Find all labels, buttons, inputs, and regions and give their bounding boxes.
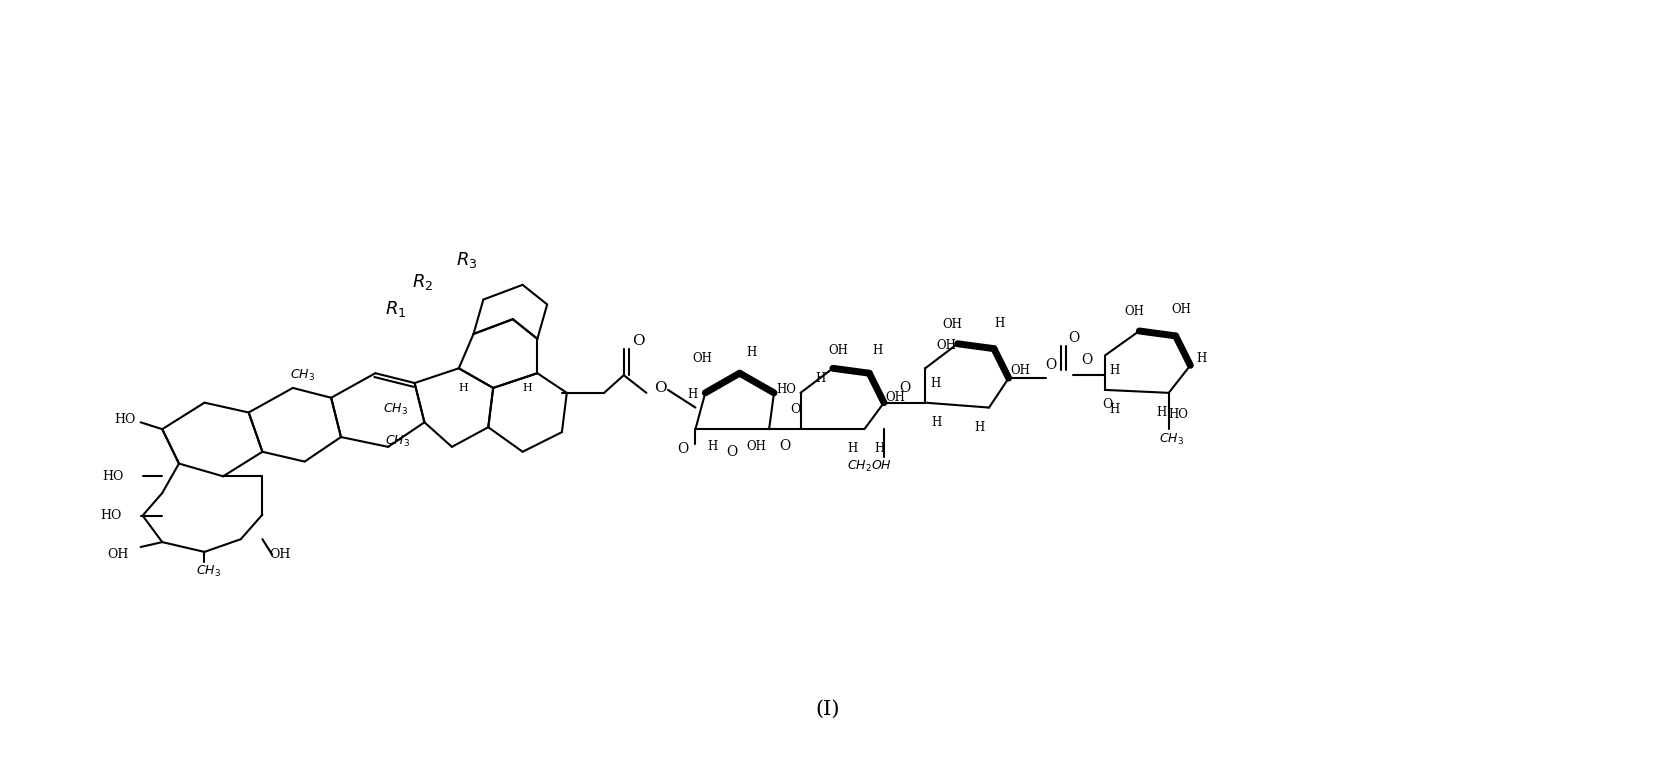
Text: H: H: [873, 442, 885, 455]
Text: H: H: [815, 371, 825, 384]
Text: H: H: [1196, 352, 1206, 365]
Text: H: H: [1157, 406, 1167, 419]
Text: H: H: [688, 388, 698, 401]
Text: OH: OH: [693, 352, 713, 365]
Text: $CH_3$: $CH_3$: [383, 402, 409, 417]
Text: $CH_3$: $CH_3$: [290, 368, 315, 383]
Text: HO: HO: [1168, 408, 1188, 421]
Text: O: O: [900, 381, 910, 395]
Text: H: H: [974, 421, 984, 434]
Text: OH: OH: [943, 318, 963, 331]
Text: H: H: [708, 441, 717, 454]
Text: OH: OH: [886, 391, 906, 404]
Text: O: O: [1102, 398, 1114, 411]
Text: H: H: [872, 344, 882, 357]
Text: OH: OH: [936, 339, 956, 352]
Text: OH: OH: [1125, 305, 1145, 318]
Text: $CH_3$: $CH_3$: [386, 434, 411, 450]
Text: $CH_3$: $CH_3$: [196, 564, 220, 579]
Text: OH: OH: [746, 441, 766, 454]
Text: H: H: [847, 442, 858, 455]
Text: $R_3$: $R_3$: [456, 250, 477, 270]
Text: $R_2$: $R_2$: [413, 272, 432, 292]
Text: O: O: [790, 403, 800, 416]
Text: H: H: [459, 383, 469, 393]
Text: O: O: [726, 444, 737, 459]
Text: $CH_3$: $CH_3$: [1160, 431, 1185, 447]
Text: OH: OH: [270, 548, 290, 561]
Text: OH: OH: [1011, 364, 1031, 377]
Text: O: O: [1082, 354, 1094, 368]
Text: OH: OH: [1171, 303, 1191, 316]
Text: H: H: [930, 377, 940, 390]
Text: $R_1$: $R_1$: [386, 299, 406, 319]
Text: H: H: [1110, 403, 1120, 416]
Text: O: O: [779, 439, 790, 453]
Text: O: O: [1046, 358, 1057, 372]
Text: H: H: [522, 383, 532, 393]
Text: O: O: [1067, 331, 1079, 345]
Text: H: H: [1110, 364, 1120, 377]
Text: OH: OH: [108, 548, 129, 561]
Text: HO: HO: [103, 470, 124, 483]
Text: $CH_2OH$: $CH_2OH$: [847, 459, 891, 474]
Text: O: O: [655, 381, 666, 395]
Text: HO: HO: [114, 413, 136, 426]
Text: (I): (I): [815, 700, 840, 718]
Text: HO: HO: [775, 384, 795, 396]
Text: H: H: [994, 317, 1006, 330]
Text: O: O: [633, 334, 645, 348]
Text: O: O: [678, 442, 688, 456]
Text: HO: HO: [101, 509, 123, 522]
Text: OH: OH: [828, 344, 848, 357]
Text: H: H: [931, 416, 941, 429]
Text: H: H: [746, 346, 757, 359]
